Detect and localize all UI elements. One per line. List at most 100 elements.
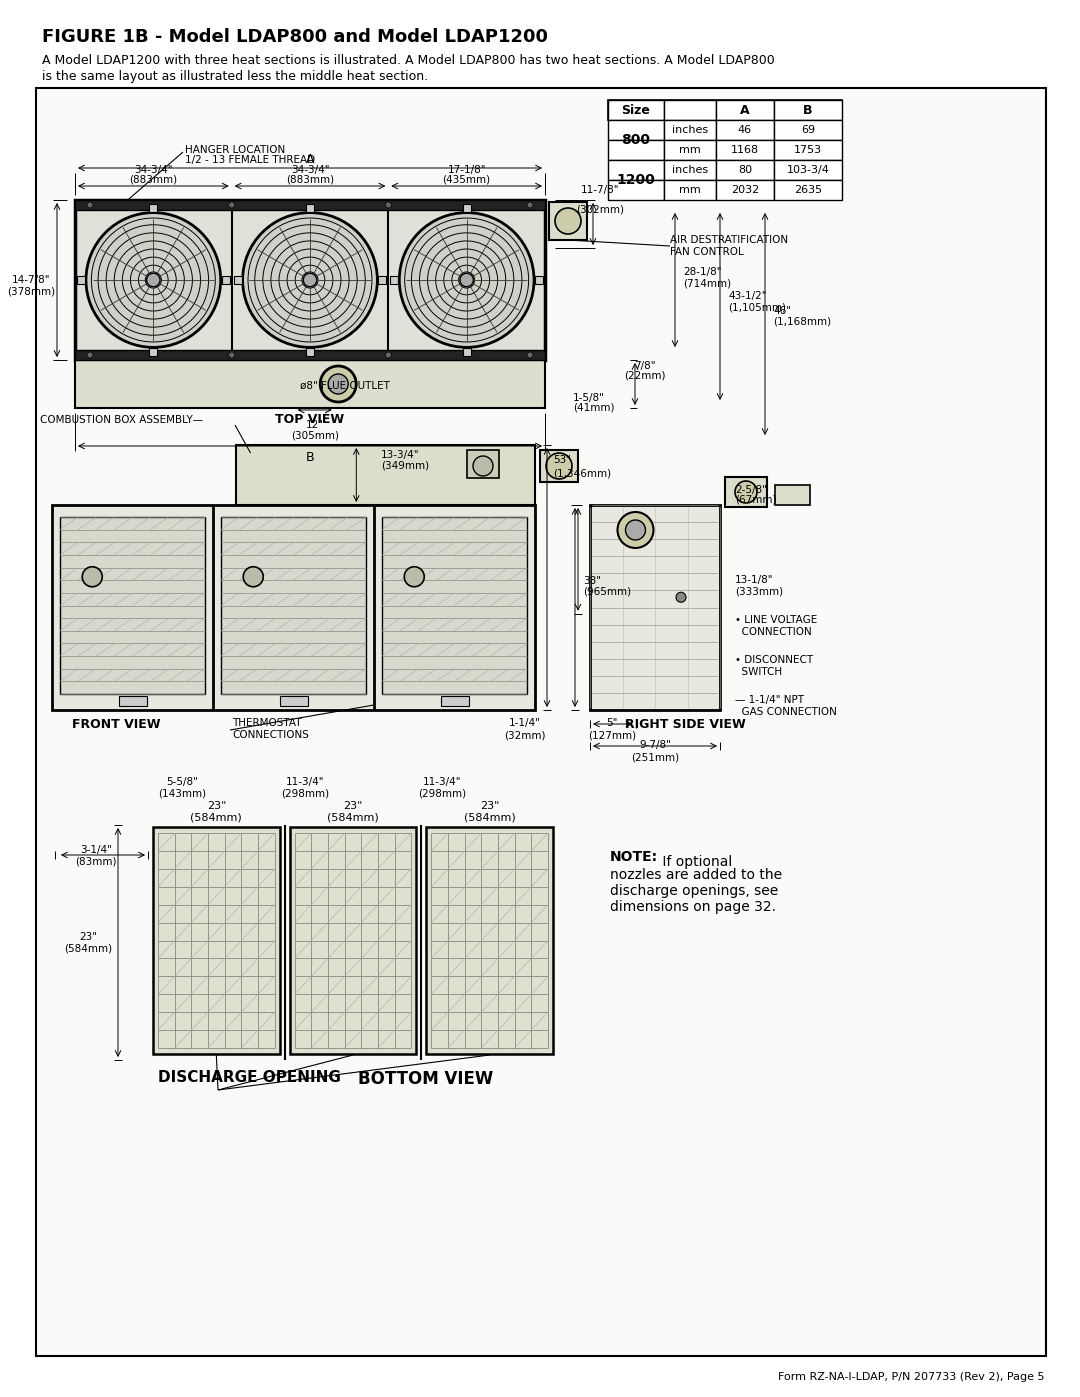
Bar (549, 203, 588, 240)
Text: 28-1/8": 28-1/8" (683, 267, 721, 277)
Circle shape (87, 203, 93, 208)
Text: 11-3/4": 11-3/4" (286, 777, 324, 787)
Bar (462, 204, 471, 211)
Text: 2032: 2032 (731, 184, 759, 196)
Text: (883mm): (883mm) (130, 175, 177, 184)
Text: (333mm): (333mm) (735, 587, 783, 597)
Text: 5": 5" (606, 718, 618, 728)
Bar (775, 485, 810, 504)
Text: A: A (740, 103, 750, 116)
Text: (32mm): (32mm) (504, 731, 545, 740)
Text: (1,168mm): (1,168mm) (773, 317, 832, 327)
Text: inches: inches (672, 165, 708, 175)
Bar (52, 504, 535, 710)
Text: 1-1/4": 1-1/4" (509, 718, 541, 728)
Text: 43-1/2": 43-1/2" (728, 291, 767, 300)
Text: 34-3/4": 34-3/4" (291, 165, 329, 175)
Text: 13-3/4": 13-3/4" (381, 450, 419, 460)
Text: 53": 53" (553, 455, 571, 465)
Text: GAS CONNECTION: GAS CONNECTION (735, 707, 837, 717)
Text: 34-3/4": 34-3/4" (134, 165, 173, 175)
Bar (149, 204, 158, 211)
Text: (584mm): (584mm) (463, 812, 515, 821)
Circle shape (147, 274, 160, 286)
Bar (382, 517, 527, 694)
Text: 13-1/8": 13-1/8" (735, 576, 773, 585)
Bar (664, 140, 716, 161)
Text: 3-1/4": 3-1/4" (80, 845, 112, 855)
Text: (349mm): (349mm) (381, 461, 429, 471)
Bar (306, 204, 314, 211)
Bar (289, 827, 416, 1053)
Text: 11-7/8": 11-7/8" (581, 184, 619, 196)
Text: (965mm): (965mm) (583, 587, 631, 597)
Text: 5-5/8": 5-5/8" (166, 777, 198, 787)
Text: (435mm): (435mm) (443, 175, 490, 184)
Circle shape (404, 567, 424, 587)
Bar (221, 277, 230, 284)
Bar (664, 101, 716, 120)
Circle shape (460, 274, 473, 286)
Bar (716, 180, 774, 200)
Bar (608, 161, 664, 180)
Text: 14-7/8": 14-7/8" (12, 275, 51, 285)
Bar (664, 161, 716, 180)
Text: discharge openings, see: discharge openings, see (610, 884, 779, 898)
Bar (75, 351, 545, 360)
Text: (714mm): (714mm) (683, 278, 731, 288)
Bar (221, 517, 366, 694)
Text: 12": 12" (306, 420, 324, 430)
Text: 46: 46 (738, 124, 752, 136)
Text: BOTTOM VIEW: BOTTOM VIEW (357, 1070, 494, 1088)
Circle shape (386, 352, 391, 358)
Text: (67mm): (67mm) (735, 495, 777, 504)
Bar (608, 101, 842, 120)
Bar (75, 200, 545, 360)
Text: (883mm): (883mm) (286, 175, 334, 184)
Text: HANGER LOCATION: HANGER LOCATION (185, 145, 285, 155)
Text: SWITCH: SWITCH (735, 666, 782, 678)
Bar (716, 161, 774, 180)
Text: THERMOSTAT: THERMOSTAT (232, 718, 301, 728)
Bar (774, 180, 842, 200)
Bar (716, 101, 774, 120)
Circle shape (400, 212, 534, 348)
Circle shape (618, 511, 653, 548)
Circle shape (87, 352, 93, 358)
Text: 23": 23" (206, 800, 226, 812)
Bar (378, 277, 387, 284)
Text: mm: mm (679, 184, 701, 196)
Text: 11-3/4": 11-3/4" (422, 777, 461, 787)
Text: B: B (306, 451, 314, 464)
Bar (774, 120, 842, 140)
Text: CONNECTION: CONNECTION (735, 627, 812, 637)
Text: (302mm): (302mm) (576, 204, 624, 214)
Bar (774, 101, 842, 120)
Bar (725, 476, 767, 507)
Bar (119, 696, 147, 705)
Text: (83mm): (83mm) (76, 856, 117, 868)
Text: B: B (804, 103, 813, 116)
Text: 23": 23" (343, 800, 363, 812)
Text: (127mm): (127mm) (588, 731, 636, 740)
Bar (664, 120, 716, 140)
Text: 1-5/8": 1-5/8" (573, 393, 605, 402)
Text: (298mm): (298mm) (418, 789, 465, 799)
Text: 80: 80 (738, 165, 752, 175)
Bar (774, 140, 842, 161)
Bar (75, 200, 545, 210)
Circle shape (527, 203, 534, 208)
Text: NOTE:: NOTE: (610, 849, 658, 863)
Text: AIR DESTRATIFICATION: AIR DESTRATIFICATION (670, 235, 788, 244)
Text: • LINE VOLTAGE: • LINE VOLTAGE (735, 615, 818, 624)
Text: A Model LDAP1200 with three heat sections is illustrated. A Model LDAP800 has tw: A Model LDAP1200 with three heat section… (42, 54, 774, 67)
Circle shape (676, 592, 686, 602)
Circle shape (555, 208, 581, 235)
Bar (716, 120, 774, 140)
Bar (149, 348, 158, 356)
Circle shape (625, 520, 646, 541)
Text: mm: mm (679, 145, 701, 155)
Bar (280, 696, 308, 705)
Text: (251mm): (251mm) (631, 752, 679, 761)
Bar (716, 140, 774, 161)
